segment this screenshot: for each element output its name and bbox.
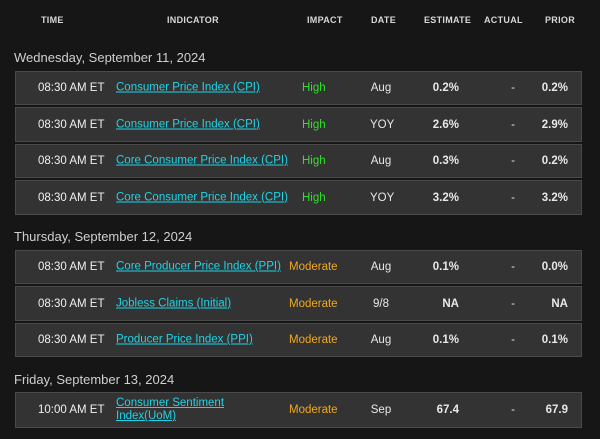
impact-label: High [302, 118, 326, 131]
indicator-link[interactable]: Core Consumer Price Index (CPI) [116, 191, 288, 203]
impact-label: Moderate [289, 297, 338, 310]
table-row: 10:00 AM ET Consumer Sentiment Index(UoM… [15, 392, 582, 428]
row-date: YOY [370, 118, 395, 131]
table-row: 08:30 AM ET Jobless Claims (Initial) Mod… [15, 286, 582, 321]
table-row: 08:30 AM ET Consumer Price Index (CPI) H… [15, 107, 582, 142]
column-header-actual[interactable]: ACTUAL [484, 15, 523, 25]
indicator-link[interactable]: Core Consumer Price Index (CPI) [116, 154, 288, 167]
indicator-link[interactable]: Producer Price Index (PPI) [116, 333, 253, 346]
row-estimate: 67.4 [436, 404, 459, 416]
row-prior: 2.9% [541, 118, 568, 131]
row-prior: 3.2% [541, 191, 568, 204]
table-row: 08:30 AM ET Core Producer Price Index (P… [15, 250, 582, 284]
row-prior: NA [551, 297, 568, 310]
row-estimate: 2.6% [432, 118, 459, 131]
row-prior: 0.0% [541, 261, 568, 273]
row-date: Aug [370, 155, 392, 167]
row-time: 08:30 AM ET [38, 334, 105, 346]
row-time: 08:30 AM ET [38, 155, 105, 167]
impact-label: Moderate [289, 334, 338, 346]
column-header-date[interactable]: DATE [371, 15, 397, 25]
row-prior: 0.2% [541, 155, 568, 167]
row-actual: - [511, 261, 515, 273]
row-time: 08:30 AM ET [38, 191, 105, 204]
column-header-time[interactable]: TIME [41, 15, 64, 25]
row-actual: - [511, 334, 515, 346]
column-header-estimate[interactable]: ESTIMATE [424, 15, 472, 25]
row-date: Aug [370, 334, 392, 346]
impact-label: High [302, 82, 326, 94]
table-header: TIME INDICATOR IMPACT DATE ESTIMATE ACTU… [0, 0, 600, 38]
row-time: 08:30 AM ET [38, 297, 105, 310]
indicator-link[interactable]: Consumer Price Index (CPI) [116, 81, 260, 94]
indicator-link[interactable]: Jobless Claims (Initial) [116, 297, 232, 309]
impact-label: Moderate [289, 261, 338, 273]
row-estimate: 0.1% [432, 261, 459, 273]
row-actual: - [511, 191, 515, 204]
row-prior: 0.1% [541, 334, 568, 346]
table-row: 08:30 AM ET Core Consumer Price Index (C… [15, 144, 582, 178]
row-date: 9/8 [373, 297, 389, 310]
row-actual: - [511, 82, 515, 94]
row-estimate: 0.3% [432, 155, 459, 167]
row-date: YOY [370, 191, 395, 204]
indicator-link[interactable]: Consumer Price Index (CPI) [116, 118, 260, 130]
table-row: 08:30 AM ET Producer Price Index (PPI) M… [15, 323, 582, 357]
row-actual: - [511, 118, 515, 131]
row-date: Aug [370, 261, 392, 273]
row-actual: - [511, 155, 515, 167]
day-label-friday: Friday, September 13, 2024 [14, 372, 175, 387]
row-time: 08:30 AM ET [38, 261, 105, 273]
row-date: Aug [370, 82, 392, 94]
day-label-wednesday: Wednesday, September 11, 2024 [14, 50, 206, 65]
row-actual: - [511, 297, 515, 310]
row-actual: - [511, 404, 515, 416]
row-prior: 0.2% [541, 82, 568, 94]
table-row: 08:30 AM ET Consumer Price Index (CPI) H… [15, 71, 582, 105]
row-date: Sep [370, 404, 392, 416]
row-estimate: 0.2% [432, 82, 459, 94]
indicator-link[interactable]: Consumer Sentiment Index(UoM) [116, 397, 225, 422]
column-header-prior[interactable]: PRIOR [545, 15, 576, 25]
row-prior: 67.9 [545, 404, 568, 416]
column-header-impact[interactable]: IMPACT [307, 15, 343, 25]
day-label-thursday: Thursday, September 12, 2024 [14, 229, 193, 244]
row-estimate: 0.1% [432, 334, 459, 346]
row-estimate: 3.2% [432, 191, 459, 204]
row-estimate: NA [442, 297, 459, 310]
table-row: 08:30 AM ET Core Consumer Price Index (C… [15, 180, 582, 215]
column-header-indicator[interactable]: INDICATOR [167, 15, 219, 25]
row-time: 08:30 AM ET [38, 118, 105, 131]
impact-label: High [302, 155, 326, 167]
indicator-link[interactable]: Core Producer Price Index (PPI) [116, 260, 281, 273]
impact-label: High [302, 191, 326, 204]
row-time: 08:30 AM ET [38, 82, 105, 94]
impact-label: Moderate [289, 404, 338, 416]
row-time: 10:00 AM ET [38, 404, 105, 416]
